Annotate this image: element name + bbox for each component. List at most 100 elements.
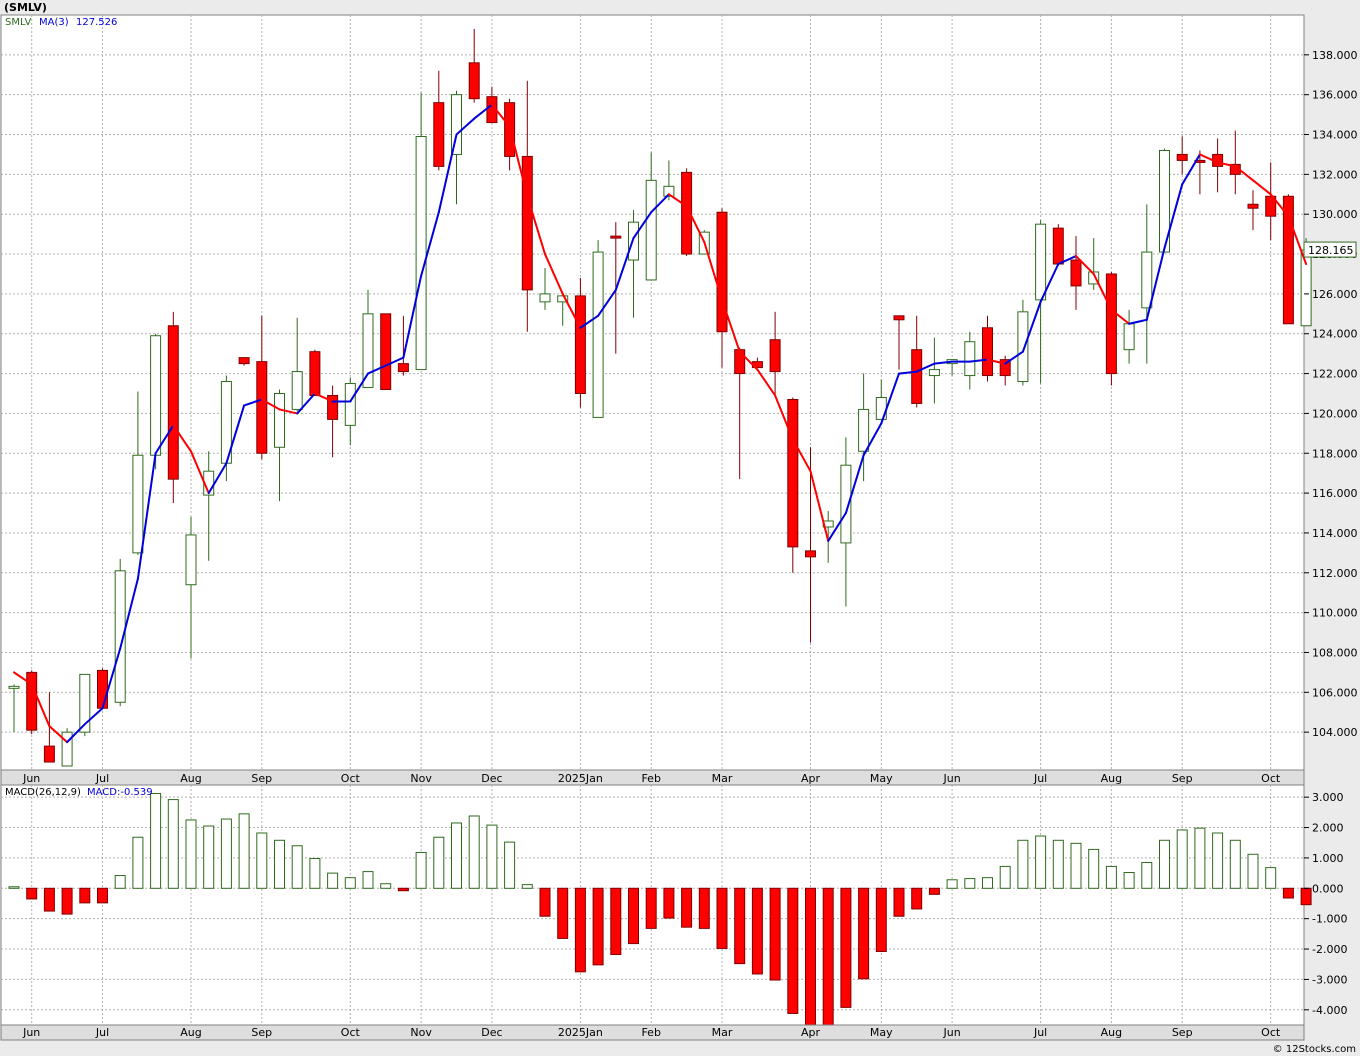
candle xyxy=(539,267,551,310)
candle xyxy=(911,315,923,408)
macd-bar xyxy=(238,813,250,889)
candle-body xyxy=(1176,153,1188,161)
last-price-label: 128.165 xyxy=(1308,244,1354,257)
macd-legend-label: MACD(26,12,9) xyxy=(5,787,81,798)
macd-bar xyxy=(167,799,179,889)
candle-body xyxy=(982,327,993,377)
month-label: Jun xyxy=(943,1026,961,1039)
month-label: Oct xyxy=(1261,772,1281,785)
ma-segment xyxy=(561,292,582,329)
month-label: Aug xyxy=(180,1026,201,1039)
candle-body xyxy=(1035,223,1047,301)
macd-bar xyxy=(982,877,993,889)
macd-bar xyxy=(734,887,746,965)
macd-bar xyxy=(43,887,55,912)
candle-body xyxy=(787,398,799,548)
ma-segment xyxy=(172,424,192,453)
ma-segment xyxy=(1110,308,1131,325)
candle-body xyxy=(291,371,303,410)
candle-body xyxy=(238,357,250,365)
candle xyxy=(1282,194,1294,325)
month-label: Jun xyxy=(22,1026,40,1039)
ma-segment xyxy=(1163,183,1184,250)
candle xyxy=(645,152,657,281)
month-label: Mar xyxy=(712,772,733,785)
ma-segment xyxy=(1128,318,1148,325)
candle-body xyxy=(716,211,728,333)
price-tick-label: 118.000 xyxy=(1312,447,1358,460)
macd-bar xyxy=(486,824,498,889)
macd-bar xyxy=(1123,871,1135,889)
macd-bar xyxy=(451,822,462,889)
candle-body xyxy=(26,671,38,731)
ma-segment xyxy=(83,707,104,726)
candle-body xyxy=(1123,323,1135,351)
macd-legend-value: MACD:-0.539 xyxy=(87,787,153,798)
candle-body xyxy=(964,341,976,377)
month-label: 2025Jan xyxy=(558,1026,603,1039)
candle-body xyxy=(79,673,91,733)
ma-segment xyxy=(101,647,122,710)
candle xyxy=(1176,136,1188,175)
month-label: Dec xyxy=(481,772,502,785)
macd-bar xyxy=(681,887,693,928)
macd-y-axis: 3.000 2.000 1.000 0.000 -1.000 -2.000 -3.000 -4… xyxy=(1304,791,1347,1017)
macd-bar xyxy=(26,887,38,900)
price-tick-label: 108.000 xyxy=(1312,646,1358,659)
price-tick-label: 116.000 xyxy=(1312,487,1358,500)
candle-body xyxy=(274,392,285,448)
ma-segment xyxy=(437,133,458,214)
candle-body xyxy=(132,454,144,554)
month-label: Aug xyxy=(1101,1026,1122,1039)
candle xyxy=(1088,238,1100,290)
macd-bar xyxy=(805,887,816,1028)
macd-bar xyxy=(344,877,356,889)
month-axis-bottom xyxy=(0,1024,1305,1041)
ma-segment xyxy=(508,125,529,198)
ma-segment xyxy=(13,671,33,686)
ma-segment xyxy=(968,358,989,363)
candle xyxy=(1141,204,1153,364)
ma-segment xyxy=(1216,161,1237,168)
candle-body xyxy=(592,251,604,418)
month-label: Apr xyxy=(801,772,821,785)
candle xyxy=(858,373,870,482)
macd-tick-label: 2.000 xyxy=(1312,822,1344,835)
macd-tick-label: 1.000 xyxy=(1312,852,1344,865)
price-tick-label: 114.000 xyxy=(1312,527,1358,540)
macd-bar xyxy=(557,887,569,939)
macd-bar xyxy=(1141,861,1153,889)
legend-ma-value: 127.526 xyxy=(76,17,117,28)
month-label: Sep xyxy=(1172,1026,1193,1039)
candle-body xyxy=(769,339,781,373)
ma-segment xyxy=(791,438,812,473)
month-label: Jun xyxy=(943,772,961,785)
ma-segment xyxy=(367,364,387,375)
ma-segment xyxy=(827,512,847,542)
macd-bar xyxy=(592,887,604,966)
macd-tick-label: -1.000 xyxy=(1312,913,1347,926)
candle-body xyxy=(150,335,162,456)
ma-segment xyxy=(136,452,157,580)
ma-segment xyxy=(420,211,440,277)
price-tick-label: 132.000 xyxy=(1312,168,1358,181)
macd-bar xyxy=(539,887,551,917)
ma-segment xyxy=(703,241,723,301)
candle xyxy=(26,670,38,735)
candle xyxy=(309,349,321,396)
legend-symbol: SMLV xyxy=(5,17,31,28)
candle xyxy=(999,355,1011,386)
month-labels-bottom: Jun Jul Aug Sep Oct Nov Dec 2025Jan Feb Mar Apr May… xyxy=(22,1026,1281,1039)
ma-segment xyxy=(844,454,865,515)
candle xyxy=(433,70,445,171)
macd-bar xyxy=(256,832,268,889)
macd-bar xyxy=(309,858,321,889)
ma-segment xyxy=(862,422,883,457)
candle-body xyxy=(734,349,746,375)
month-label: Nov xyxy=(410,772,432,785)
candle-body xyxy=(167,325,179,480)
ma-segment xyxy=(667,193,688,208)
month-label: Dec xyxy=(481,1026,502,1039)
candle xyxy=(787,397,799,573)
candle xyxy=(415,92,427,371)
